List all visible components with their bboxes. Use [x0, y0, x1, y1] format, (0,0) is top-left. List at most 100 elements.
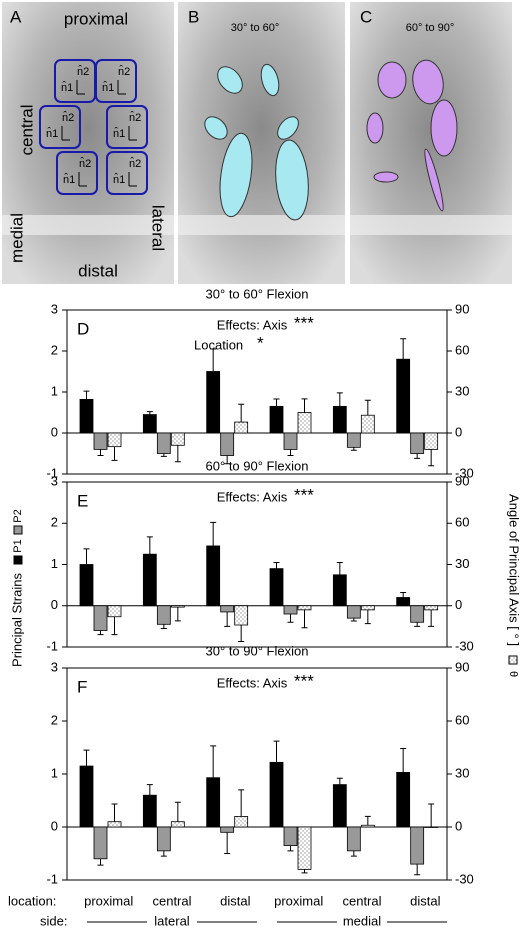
y-tick-label: -1 [46, 638, 58, 653]
bar [206, 545, 221, 607]
error-bar [146, 536, 153, 555]
panel-caption: 60° to 90° [406, 22, 455, 34]
panel-c [350, 2, 512, 284]
normal-arrow [76, 80, 85, 95]
error-bar [301, 398, 308, 413]
panel-letter: C [360, 7, 372, 26]
error-bar [174, 445, 181, 463]
bar [410, 826, 425, 865]
bar [79, 564, 94, 607]
bar [156, 826, 171, 852]
y-tick-label: 3 [51, 659, 58, 674]
normal-arrow [117, 80, 126, 95]
region-box [106, 151, 148, 195]
y-tick-label: -1 [46, 465, 58, 480]
region-box [106, 105, 148, 149]
error-bar [97, 630, 104, 636]
error-bar [224, 832, 231, 854]
bar [360, 824, 375, 828]
legend-label: θ [507, 671, 519, 677]
error-bar [350, 447, 357, 451]
bar [424, 605, 439, 611]
error-bar [210, 521, 217, 546]
normal-label: n̂2 [129, 110, 141, 124]
bar [156, 432, 171, 454]
error-bar [210, 745, 217, 778]
bar [346, 605, 361, 619]
side-label: medial [343, 913, 381, 928]
panel-letter: B [188, 7, 199, 26]
photo [2, 2, 174, 284]
bar [234, 421, 249, 434]
error-bar [146, 784, 153, 796]
error-bar [400, 592, 407, 598]
error-bar [224, 611, 231, 627]
strain-ellipse [277, 116, 299, 140]
strain-ellipse [373, 171, 399, 183]
location-label: location: [8, 893, 56, 908]
error-bar [287, 614, 294, 623]
y2-tick-label: 0 [455, 818, 462, 833]
error-bar [146, 411, 153, 415]
strain-ellipse [204, 116, 228, 140]
y-tick-label: 0 [51, 597, 58, 612]
y2-tick-label: 30 [455, 383, 469, 398]
normal-label: n̂1 [46, 126, 58, 140]
normal-label: n̂2 [77, 64, 89, 78]
bar [107, 605, 122, 618]
plot-frame [66, 481, 448, 648]
panel-b [178, 2, 345, 284]
normal-label: n̂2 [118, 64, 130, 78]
chart-title: 30° to 90° Flexion [206, 643, 309, 658]
panel-letter: A [10, 7, 22, 26]
bar [396, 358, 411, 434]
normal-arrow [128, 172, 137, 187]
error-bar [336, 777, 343, 785]
error-bar [160, 850, 167, 857]
y-tick-label: 2 [51, 712, 58, 727]
bar [142, 794, 157, 828]
error-bar [83, 548, 90, 565]
strain-ellipse [424, 148, 444, 212]
error-bar [160, 624, 167, 629]
error-bar [428, 803, 435, 827]
y2-tick-label: 90 [455, 473, 469, 488]
error-bar [111, 616, 118, 636]
error-bar [238, 789, 245, 817]
bar [424, 432, 439, 450]
legend-swatch [508, 655, 518, 665]
error-bar [336, 561, 343, 575]
error-bar [97, 449, 104, 457]
strain-ellipse [412, 59, 444, 105]
bar [79, 765, 94, 828]
y-tick-label: 0 [51, 424, 58, 439]
y2-tick-label: 0 [455, 424, 462, 439]
normal-arrow [78, 172, 87, 187]
bar [360, 605, 375, 611]
bar [332, 784, 347, 828]
normal-label: n̂1 [63, 172, 75, 186]
y-tick-label: 1 [51, 383, 58, 398]
x-tick-label: proximal [274, 893, 323, 908]
legend-label: P1 [12, 539, 24, 552]
error-bar [350, 850, 357, 857]
error-bar [364, 815, 371, 826]
bar [269, 761, 284, 828]
bar [346, 432, 361, 448]
error-bar [224, 455, 231, 465]
legend-label: P2 [12, 509, 24, 522]
error-bar [400, 748, 407, 773]
strain-ellipse [377, 61, 407, 99]
bar [283, 432, 298, 450]
y2-tick-label: 60 [455, 515, 469, 530]
plot-frame [66, 667, 448, 881]
error-bar [364, 399, 371, 416]
bar [234, 816, 249, 828]
panel-letter: F [77, 677, 87, 696]
y2-tick-label: 60 [455, 342, 469, 357]
y2-tick-label: -30 [455, 465, 474, 480]
y2-axis-title: Angle of Principal Axis [ ° ] [507, 494, 522, 646]
y-tick-label: 3 [51, 473, 58, 488]
x-tick-label: central [152, 893, 191, 908]
joint-line [2, 215, 174, 235]
